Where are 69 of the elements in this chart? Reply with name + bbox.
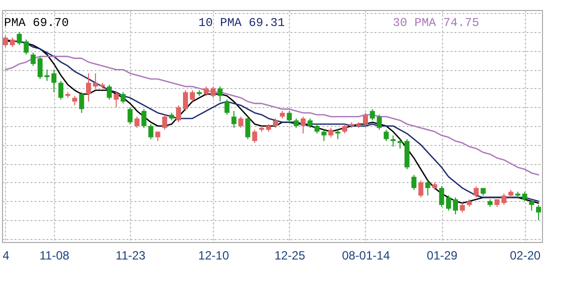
candlestick <box>425 180 430 196</box>
candlestick <box>370 108 375 121</box>
candlestick <box>245 116 250 140</box>
candlestick <box>114 92 119 108</box>
candlestick <box>106 84 112 100</box>
x-tick-label: 11-23 <box>116 248 146 262</box>
candlestick <box>148 124 154 140</box>
candlestick <box>155 131 160 142</box>
candlestick <box>529 198 534 212</box>
x-tick-label: 11-08 <box>40 248 70 262</box>
candlestick <box>398 138 403 150</box>
candlestick <box>418 180 424 198</box>
candlestick <box>314 124 320 134</box>
candlestick <box>72 95 78 106</box>
x-tick-label: 12-25 <box>274 248 306 262</box>
candlestick <box>272 118 278 128</box>
candlestick <box>328 127 334 138</box>
text: 10 PMA 69.31 <box>198 16 285 30</box>
x-tick-label: 4 <box>2 248 10 262</box>
candlestick <box>231 110 236 128</box>
candlestick <box>204 86 209 96</box>
candlestick <box>376 114 382 130</box>
candlestick <box>300 116 306 134</box>
candlestick <box>38 56 43 80</box>
candlestick <box>390 134 396 148</box>
candlestick <box>210 86 216 98</box>
candlestick <box>501 193 506 206</box>
x-tick-label: 08-01-14 <box>342 248 390 262</box>
candlestick <box>120 92 126 104</box>
x-tick-label: 12-10 <box>198 248 230 262</box>
series-label: PMA 69.70 <box>4 16 69 30</box>
text: 30 PMA 74.75 <box>392 16 480 30</box>
candlestick <box>44 69 50 82</box>
candlestick <box>58 80 64 100</box>
candlestick <box>141 108 146 128</box>
x-tick-label: 02-20 <box>510 248 541 262</box>
candlestick <box>224 99 230 116</box>
candlestick <box>308 118 313 128</box>
candlestick <box>411 174 416 190</box>
candlestick <box>162 114 168 130</box>
candlestick <box>452 196 458 215</box>
candlestick <box>474 186 479 198</box>
candlestick <box>439 186 444 208</box>
candlestick <box>30 52 36 66</box>
candlestick <box>460 202 465 213</box>
candlestick <box>128 106 133 125</box>
candlestick <box>335 129 340 140</box>
candlestick <box>218 86 223 102</box>
candlestick <box>238 116 244 128</box>
candlestick <box>294 118 299 128</box>
candlestick <box>10 37 15 48</box>
candlestick <box>79 92 84 114</box>
candlestick <box>86 72 92 102</box>
candlestick <box>51 69 56 93</box>
candlestick <box>384 129 389 142</box>
candlestick <box>2 35 8 48</box>
candlestick <box>176 104 182 123</box>
candlestick <box>252 129 258 144</box>
candlestick <box>286 110 292 123</box>
candlestick <box>536 204 542 220</box>
candlestick <box>446 195 452 212</box>
candlestick <box>362 112 368 126</box>
candlestick <box>342 124 348 134</box>
candlestick <box>190 90 195 102</box>
candlestick <box>134 116 140 128</box>
candlestick <box>92 72 98 89</box>
candlestick <box>182 90 188 112</box>
candlestick <box>321 129 326 142</box>
x-tick-label: 01-29 <box>426 248 458 262</box>
